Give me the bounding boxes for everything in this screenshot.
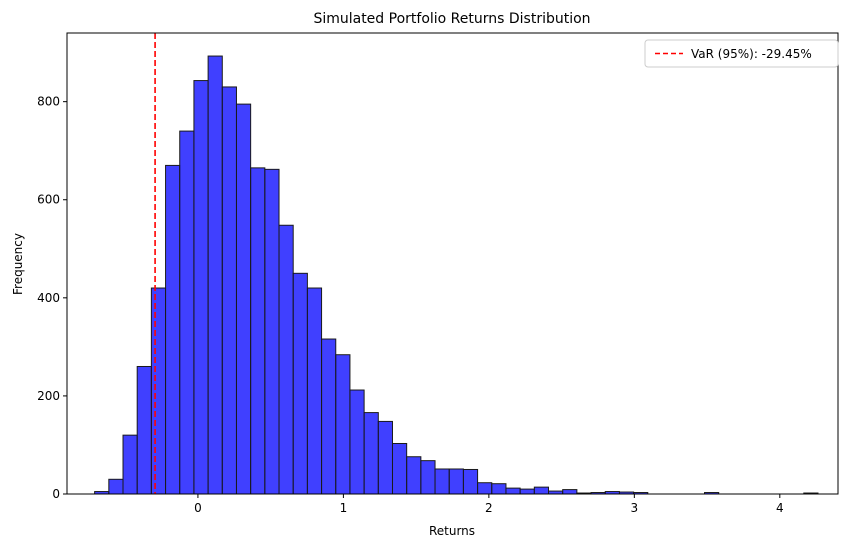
- histogram-bar: [477, 482, 493, 495]
- legend: VaR (95%): -29.45%: [644, 39, 839, 68]
- y-tick-label: 400: [37, 291, 60, 305]
- histogram-bar: [377, 420, 393, 495]
- histogram-bar: [292, 272, 308, 495]
- histogram-bar: [207, 55, 223, 495]
- histogram-bar: [165, 164, 181, 495]
- histogram-bar: [235, 103, 252, 495]
- histogram-bar: [193, 80, 209, 495]
- y-tick-label: 800: [37, 95, 60, 109]
- chart-title: Simulated Portfolio Returns Distribution: [313, 11, 590, 27]
- histogram-bar: [221, 86, 237, 495]
- y-axis: 0 200 400 600 800: [37, 95, 67, 501]
- histogram-bar: [420, 460, 436, 495]
- histogram-bars: [94, 55, 819, 495]
- x-tick-label: 1: [340, 501, 348, 515]
- histogram-bar: [448, 468, 464, 495]
- histogram-bar: [122, 434, 138, 495]
- x-axis-label: Returns: [429, 524, 475, 538]
- histogram-bar: [321, 338, 337, 495]
- histogram-bar: [491, 483, 507, 495]
- histogram-bar: [462, 468, 479, 495]
- histogram-bar: [363, 412, 379, 495]
- histogram-bar: [349, 389, 365, 495]
- histogram-bar: [136, 365, 152, 495]
- x-tick-label: 2: [485, 501, 493, 515]
- x-axis: 0 1 2 3 4: [194, 494, 784, 515]
- histogram-bar: [335, 354, 351, 495]
- x-tick-label: 4: [776, 501, 784, 515]
- histogram-bar: [434, 468, 450, 495]
- histogram-bar: [278, 224, 294, 495]
- histogram-bar: [533, 486, 550, 495]
- x-tick-label: 0: [194, 501, 202, 515]
- histogram-bar: [519, 488, 535, 495]
- histogram-bar: [150, 287, 167, 495]
- plot-frame: [66, 32, 839, 495]
- histogram-bar: [108, 478, 124, 495]
- histogram-bar: [179, 130, 195, 495]
- y-tick-label: 600: [37, 193, 60, 207]
- y-tick-label: 200: [37, 389, 60, 403]
- legend-var-label: VaR (95%): -29.45%: [691, 47, 812, 61]
- histogram-bar: [391, 442, 408, 495]
- legend-box: [644, 39, 839, 68]
- x-tick-label: 3: [631, 501, 639, 515]
- histogram-bar: [264, 168, 280, 495]
- histogram-bar: [306, 287, 323, 495]
- histogram-bar: [250, 167, 266, 495]
- histogram-bar: [406, 456, 422, 495]
- histogram-bar: [562, 489, 578, 495]
- y-tick-label: 0: [52, 487, 60, 501]
- y-axis-label: Frequency: [11, 233, 25, 295]
- histogram-bar: [505, 487, 521, 495]
